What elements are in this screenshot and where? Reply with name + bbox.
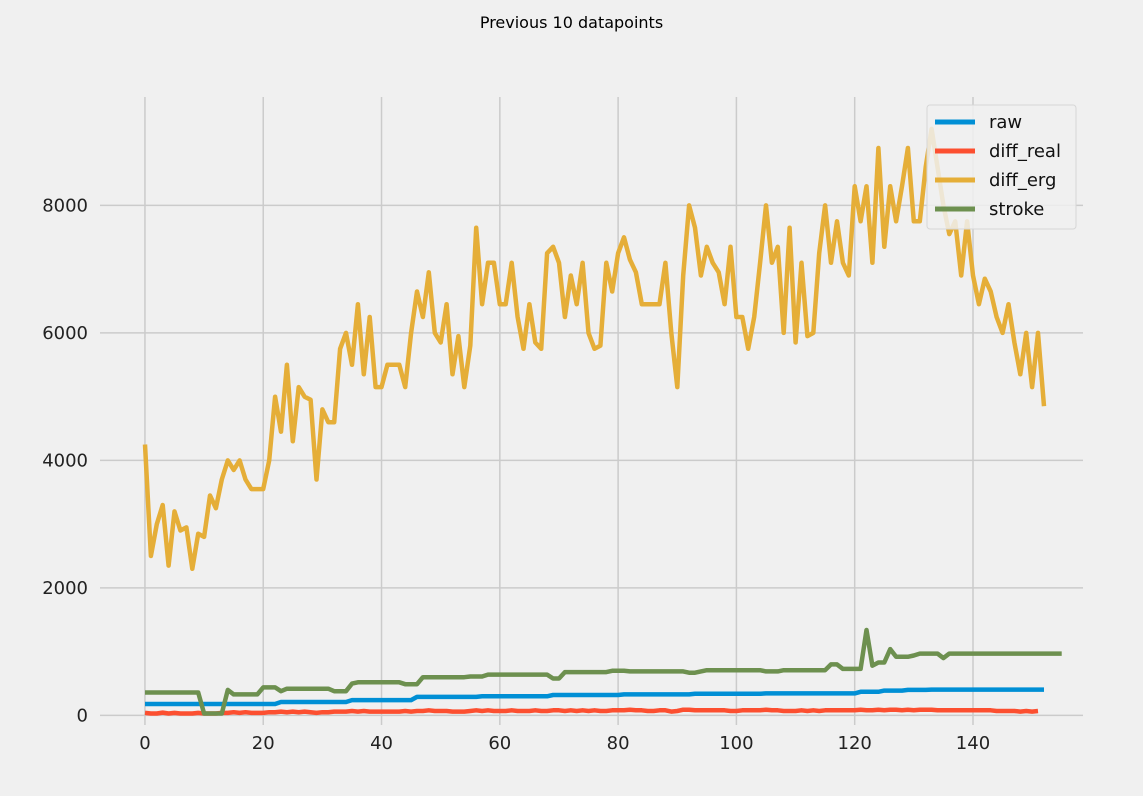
legend-label: diff_real: [989, 141, 1061, 162]
series-line-raw: [145, 687, 1044, 707]
legend-label: stroke: [989, 199, 1044, 220]
y-tick-label: 0: [77, 705, 88, 726]
x-tick-label: 20: [252, 733, 275, 754]
y-gridlines: [100, 204, 1083, 717]
y-tick-label: 6000: [42, 323, 88, 344]
legend-box: [926, 104, 1077, 230]
x-tick-label: 40: [370, 733, 393, 754]
y-tick-label: 8000: [42, 195, 88, 216]
series-line-stroke: [145, 627, 1062, 716]
y-tick-label: 2000: [42, 578, 88, 599]
chart-title: Previous 10 datapoints: [479, 13, 664, 32]
x-tick-label: 0: [139, 733, 150, 754]
x-tick-label: 60: [488, 733, 511, 754]
x-tick-label: 100: [719, 733, 753, 754]
series-lines: [142, 126, 1062, 716]
x-gridlines: [144, 97, 974, 725]
y-tick-label: 4000: [42, 450, 88, 471]
x-tick-label: 120: [838, 733, 872, 754]
x-tick-label: 140: [956, 733, 990, 754]
legend-label: raw: [989, 112, 1022, 133]
series-line-diff-real: [144, 707, 1039, 716]
x-tick-labels: 0 20 40 60 80 100 120 140: [139, 733, 990, 754]
series-line-diff-erg: [142, 126, 1047, 572]
legend-label: diff_erg: [989, 170, 1056, 191]
x-tick-label: 80: [607, 733, 630, 754]
y-tick-labels: 0 2000 4000 6000 8000: [42, 195, 88, 726]
